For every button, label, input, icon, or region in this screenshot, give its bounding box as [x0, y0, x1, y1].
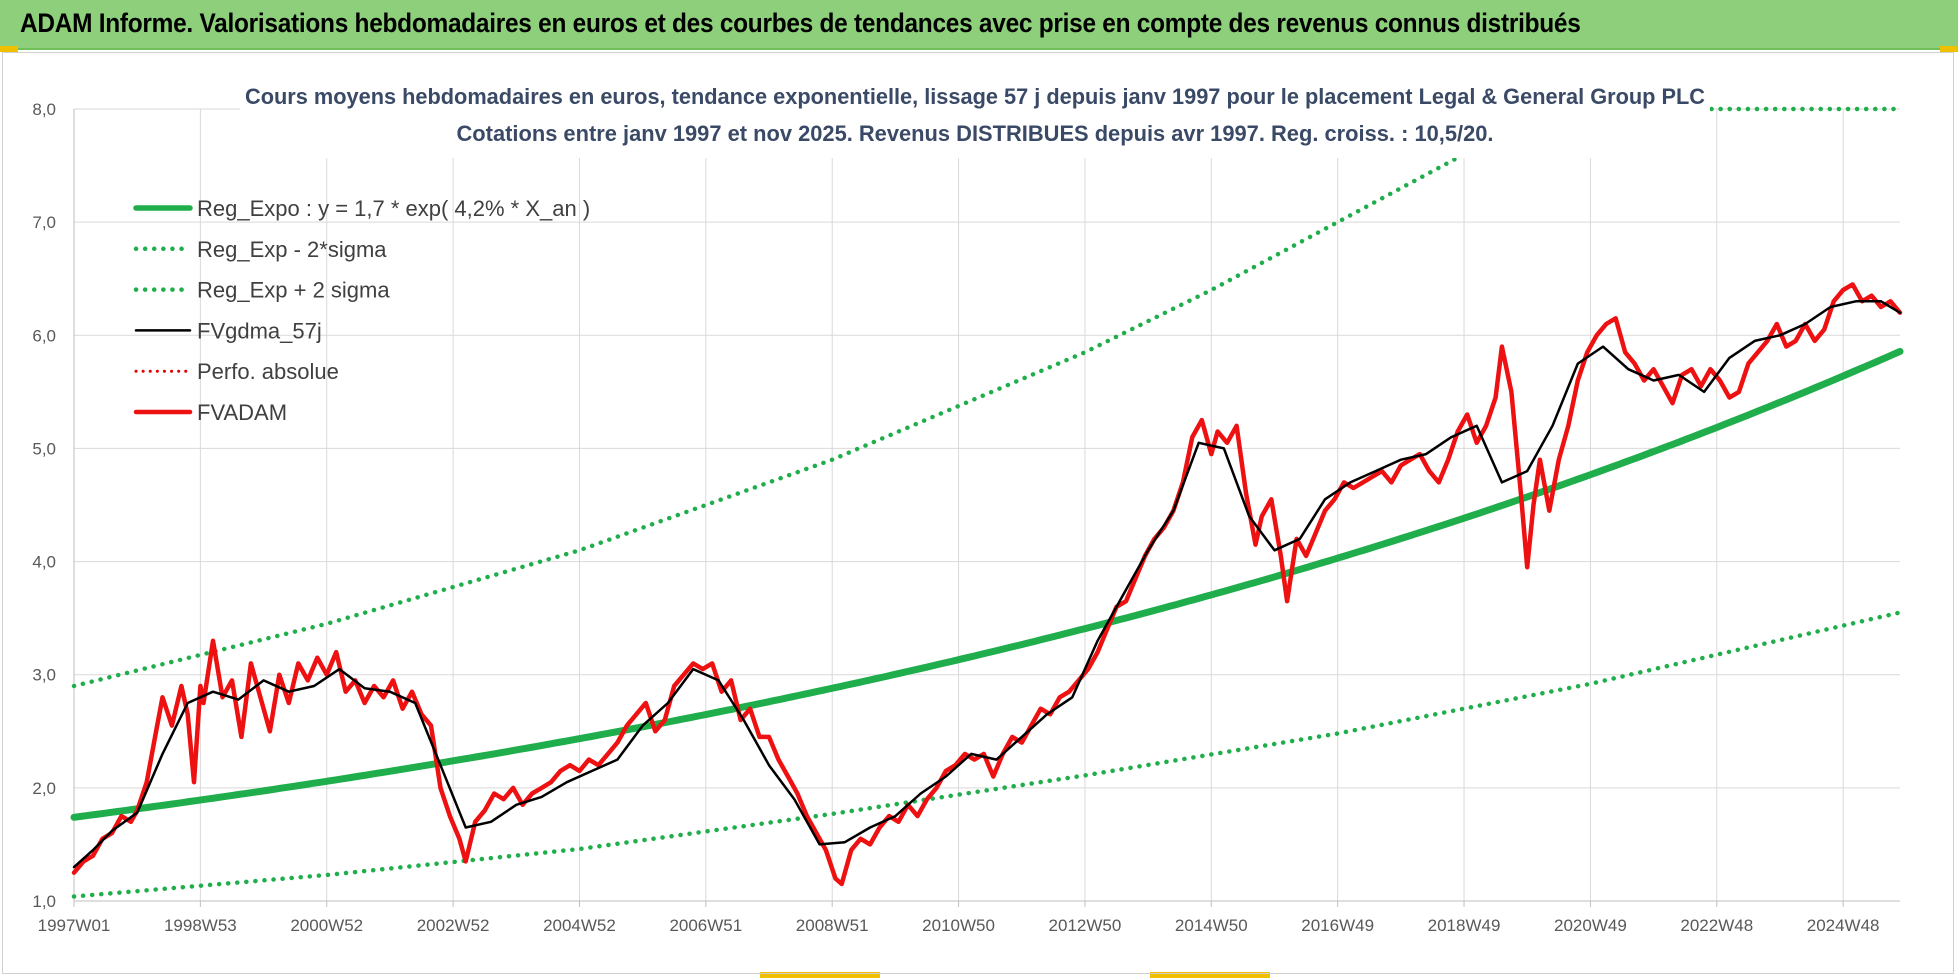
x-tick-label: 2018W49: [1428, 916, 1501, 935]
legend: Reg_Expo : y = 1,7 * exp( 4,2% * X_an ) R…: [133, 196, 590, 425]
series-reg-minus-2sigma-line: [71, 610, 1903, 899]
series-fvgdma-line: [72, 300, 1902, 869]
legend-label: FVADAM: [197, 400, 287, 425]
axis-layer: 1,0 2,0 3,0 4,0 5,0 6,0 7,0 8,0 1997W01 1998W53 20…: [32, 100, 1900, 935]
series-layer: [70, 106, 1904, 899]
series-reg-plus-2sigma-line: [71, 106, 1903, 689]
title-background: [240, 78, 1710, 158]
series-fvadam-line: [71, 282, 1903, 887]
x-tick-label: 2000W52: [290, 916, 363, 935]
y-tick-label: 2,0: [32, 779, 56, 798]
y-tick-label: 8,0: [32, 100, 56, 119]
legend-label: Reg_Expo : y = 1,7 * exp( 4,2% * X_an ): [197, 196, 590, 221]
chart-frame: [2, 52, 1954, 974]
x-tick-label: 2014W50: [1175, 916, 1248, 935]
y-tick-label: 4,0: [32, 553, 56, 572]
x-tick-label: 2020W49: [1554, 916, 1627, 935]
legend-label: Reg_Exp + 2 sigma: [197, 278, 390, 303]
chart-subtitle: Cotations entre janv 1997 et nov 2025. R…: [457, 121, 1494, 146]
x-tick-label: 1998W53: [164, 916, 237, 935]
x-tick-label: 2012W50: [1049, 916, 1122, 935]
x-tick-label: 2006W51: [669, 916, 742, 935]
corner-marker-right: [1940, 46, 1958, 52]
series-reg-expo-line: [70, 347, 1904, 821]
y-tick-label: 5,0: [32, 439, 56, 458]
x-tick-label: 2024W48: [1807, 916, 1880, 935]
grid-layer: [74, 108, 1900, 901]
legend-label: FVgdma_57j: [197, 318, 322, 343]
y-tick-label: 7,0: [32, 213, 56, 232]
report-title: ADAM Informe. Valorisations hebdomadaire…: [20, 8, 1581, 38]
corner-marker-bottom-center: [760, 972, 880, 978]
x-tick-label: 2010W50: [922, 916, 995, 935]
x-tick-label: 2016W49: [1301, 916, 1374, 935]
y-tick-label: 6,0: [32, 326, 56, 345]
corner-marker-left: [0, 46, 18, 52]
chart-title: Cours moyens hebdomadaires en euros, ten…: [245, 84, 1705, 109]
x-tick-label: 2008W51: [796, 916, 869, 935]
x-tick-label: 2004W52: [543, 916, 616, 935]
report-banner: ADAM Informe. Valorisations hebdomadaire…: [0, 0, 1958, 50]
x-tick-label: 1997W01: [38, 916, 111, 935]
y-tick-label: 3,0: [32, 666, 56, 685]
x-tick-label: 2022W48: [1680, 916, 1753, 935]
x-tick-label: 2002W52: [417, 916, 490, 935]
legend-label: Perfo. absolue: [197, 359, 339, 384]
legend-label: Reg_Exp - 2*sigma: [197, 237, 387, 262]
title-layer: Cours moyens hebdomadaires en euros, ten…: [240, 78, 1710, 158]
corner-marker-bottom-right: [1150, 972, 1270, 978]
y-tick-label: 1,0: [32, 892, 56, 911]
